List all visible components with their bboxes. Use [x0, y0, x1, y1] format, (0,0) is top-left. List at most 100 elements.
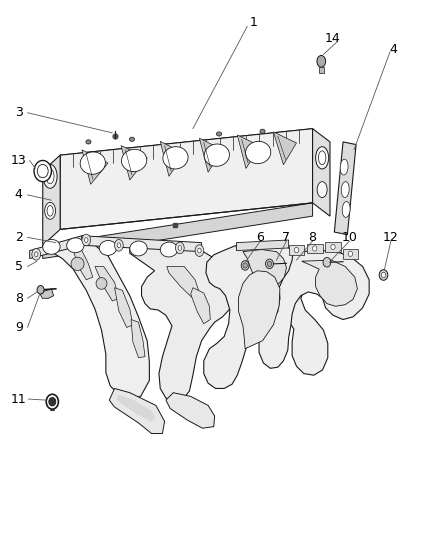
Text: 10: 10: [342, 231, 357, 244]
Text: 13: 13: [11, 154, 27, 167]
Ellipse shape: [216, 132, 222, 136]
Ellipse shape: [379, 270, 388, 280]
Text: 14: 14: [324, 32, 340, 45]
Text: 1: 1: [250, 16, 258, 29]
Ellipse shape: [46, 394, 58, 409]
Text: 11: 11: [11, 393, 27, 406]
Ellipse shape: [160, 242, 178, 257]
Polygon shape: [95, 266, 119, 301]
Ellipse shape: [341, 182, 349, 198]
Ellipse shape: [260, 129, 265, 133]
Polygon shape: [160, 141, 184, 176]
Ellipse shape: [246, 141, 271, 164]
Polygon shape: [60, 128, 313, 168]
Ellipse shape: [82, 234, 91, 246]
Ellipse shape: [43, 165, 57, 188]
Polygon shape: [343, 249, 358, 259]
Ellipse shape: [195, 245, 204, 256]
Ellipse shape: [265, 259, 273, 269]
Text: 2: 2: [15, 231, 23, 244]
Ellipse shape: [163, 147, 188, 169]
Polygon shape: [239, 271, 280, 349]
Polygon shape: [117, 395, 156, 421]
Polygon shape: [30, 236, 82, 259]
Text: 3: 3: [15, 106, 23, 119]
Polygon shape: [259, 251, 369, 368]
Polygon shape: [51, 245, 149, 399]
Ellipse shape: [129, 137, 134, 141]
Polygon shape: [237, 240, 289, 251]
Polygon shape: [325, 242, 341, 252]
Ellipse shape: [34, 160, 51, 182]
Ellipse shape: [71, 257, 84, 270]
Polygon shape: [166, 393, 215, 428]
Ellipse shape: [176, 242, 184, 254]
Polygon shape: [167, 266, 199, 298]
Ellipse shape: [67, 238, 84, 253]
Text: 8: 8: [15, 292, 23, 305]
Ellipse shape: [317, 182, 327, 198]
Polygon shape: [199, 138, 223, 172]
Ellipse shape: [35, 252, 38, 257]
Text: 4: 4: [15, 189, 23, 201]
Text: 7: 7: [283, 231, 290, 244]
Ellipse shape: [204, 144, 230, 166]
Polygon shape: [110, 389, 165, 433]
Ellipse shape: [130, 241, 147, 256]
Ellipse shape: [316, 147, 328, 169]
Ellipse shape: [342, 201, 350, 217]
Ellipse shape: [340, 159, 348, 175]
Polygon shape: [307, 244, 322, 253]
Text: 8: 8: [309, 231, 317, 244]
Ellipse shape: [178, 246, 182, 251]
Ellipse shape: [381, 272, 386, 278]
Ellipse shape: [317, 55, 325, 67]
Ellipse shape: [99, 240, 117, 255]
Text: 4: 4: [389, 43, 397, 55]
Polygon shape: [191, 288, 210, 324]
Ellipse shape: [348, 251, 353, 256]
Polygon shape: [130, 245, 237, 402]
Polygon shape: [237, 135, 260, 168]
Ellipse shape: [243, 263, 247, 268]
Polygon shape: [334, 142, 356, 235]
Ellipse shape: [46, 169, 54, 184]
Text: 12: 12: [383, 231, 399, 244]
Ellipse shape: [47, 206, 53, 216]
Ellipse shape: [267, 261, 272, 266]
Ellipse shape: [49, 398, 56, 406]
Polygon shape: [273, 132, 297, 165]
Ellipse shape: [241, 261, 249, 270]
Ellipse shape: [323, 257, 331, 267]
Ellipse shape: [32, 248, 41, 260]
Ellipse shape: [80, 152, 106, 174]
Text: 9: 9: [15, 321, 23, 334]
Polygon shape: [313, 128, 330, 216]
Polygon shape: [115, 288, 133, 327]
Ellipse shape: [294, 247, 299, 253]
Polygon shape: [204, 243, 328, 389]
Ellipse shape: [115, 239, 123, 251]
Ellipse shape: [96, 278, 107, 289]
Polygon shape: [131, 319, 145, 358]
Polygon shape: [60, 128, 313, 229]
Ellipse shape: [86, 140, 91, 144]
Ellipse shape: [318, 151, 326, 165]
Ellipse shape: [313, 246, 317, 251]
Polygon shape: [82, 150, 108, 184]
Polygon shape: [319, 67, 324, 73]
Polygon shape: [121, 146, 147, 180]
Polygon shape: [302, 260, 357, 306]
Ellipse shape: [85, 238, 88, 243]
Polygon shape: [243, 249, 286, 287]
Ellipse shape: [45, 203, 56, 219]
Ellipse shape: [117, 243, 120, 248]
Polygon shape: [73, 251, 93, 280]
Ellipse shape: [37, 286, 44, 294]
Text: 6: 6: [256, 231, 264, 244]
Polygon shape: [289, 245, 304, 255]
Ellipse shape: [43, 239, 60, 254]
Polygon shape: [82, 236, 201, 252]
Ellipse shape: [331, 244, 335, 249]
Text: 5: 5: [15, 260, 23, 273]
